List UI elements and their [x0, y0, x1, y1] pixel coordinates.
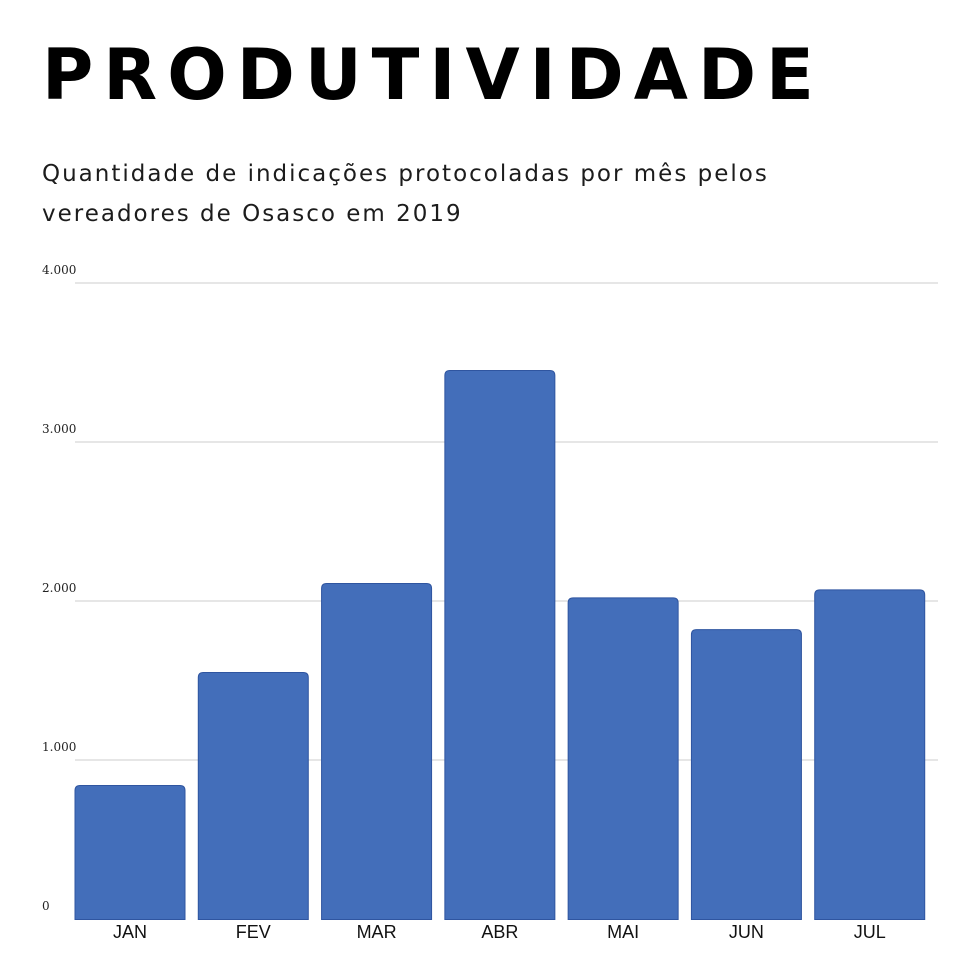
x-tick-label: ABR: [481, 922, 518, 942]
bar-jul: [814, 589, 926, 920]
x-tick-label: JUN: [729, 922, 764, 942]
x-tick-label: JUL: [854, 922, 886, 942]
y-tick-label: 2.000: [42, 581, 76, 595]
y-tick-label: 1.000: [42, 740, 76, 754]
page-title: PRODUTIVIDADE: [42, 34, 824, 116]
bar-jun: [690, 629, 802, 920]
bar-fev: [197, 672, 309, 920]
x-tick-label: JAN: [113, 922, 147, 942]
y-tick-label: 0: [42, 899, 50, 913]
bar-mar: [321, 583, 433, 920]
y-tick-label: 4.000: [42, 263, 76, 277]
bar-jan: [74, 784, 186, 920]
bar-abr: [444, 369, 556, 920]
bar-mai: [567, 597, 679, 920]
y-axis-ticks: 0 1.000 2.000 3.000 4.000: [42, 263, 76, 913]
x-tick-label: MAI: [607, 922, 639, 942]
chart-subtitle: Quantidade de indicações protocoladas po…: [42, 161, 769, 227]
x-tick-label: MAR: [357, 922, 397, 942]
y-tick-label: 3.000: [42, 422, 76, 436]
bars: [74, 369, 926, 920]
x-axis-ticks: JAN FEV MAR ABR MAI JUN JUL: [113, 922, 886, 942]
x-tick-label: FEV: [236, 922, 271, 942]
